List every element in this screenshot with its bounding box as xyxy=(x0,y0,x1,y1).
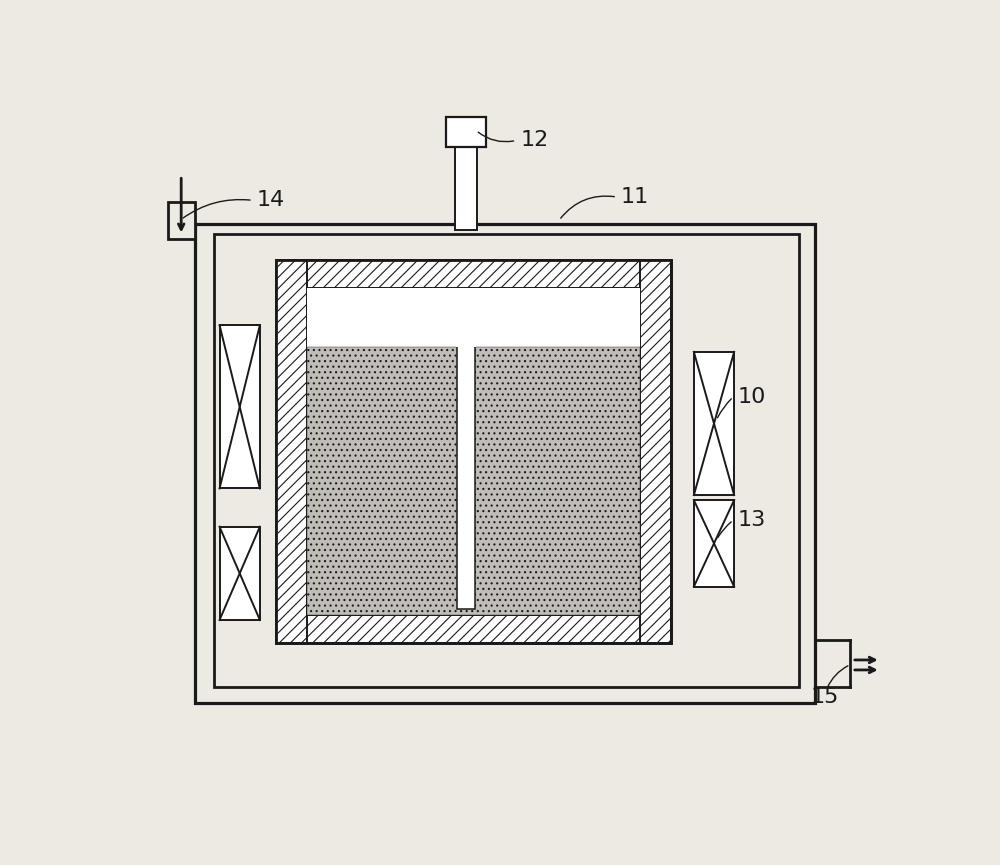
Bar xyxy=(456,288,476,347)
Bar xyxy=(307,347,640,615)
Bar xyxy=(307,288,640,347)
Bar xyxy=(195,224,815,703)
Bar xyxy=(220,325,260,489)
Text: 15: 15 xyxy=(811,687,839,707)
Bar xyxy=(276,260,671,288)
Text: 13: 13 xyxy=(737,510,766,530)
Bar xyxy=(457,292,475,609)
Text: 11: 11 xyxy=(621,187,649,207)
Bar xyxy=(276,260,671,644)
Text: 14: 14 xyxy=(257,190,285,210)
Bar xyxy=(220,527,260,620)
Bar xyxy=(276,260,307,644)
Bar xyxy=(694,352,734,495)
Bar xyxy=(455,117,477,230)
Bar xyxy=(214,234,799,687)
Bar xyxy=(640,260,671,644)
Text: 12: 12 xyxy=(520,131,548,151)
Bar xyxy=(276,615,671,644)
Bar xyxy=(276,260,671,644)
Bar xyxy=(446,117,486,147)
Bar xyxy=(307,347,640,615)
Bar xyxy=(168,202,195,239)
Bar xyxy=(694,500,734,586)
Text: 10: 10 xyxy=(737,387,766,407)
